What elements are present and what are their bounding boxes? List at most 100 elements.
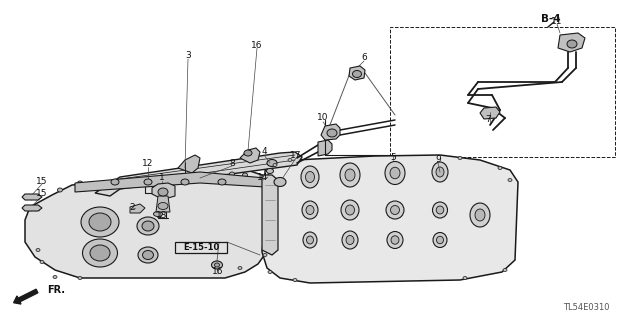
Text: 3: 3 [185, 51, 191, 61]
Text: 14: 14 [257, 173, 269, 182]
Ellipse shape [307, 236, 314, 244]
Text: 16: 16 [212, 268, 224, 277]
Text: 6: 6 [361, 54, 367, 63]
Text: 7: 7 [485, 115, 491, 124]
Text: 11: 11 [551, 17, 563, 26]
Bar [390, 27, 615, 157]
Ellipse shape [212, 174, 218, 178]
Ellipse shape [78, 277, 82, 279]
Ellipse shape [111, 179, 119, 185]
Ellipse shape [503, 269, 507, 271]
Ellipse shape [181, 179, 189, 185]
Text: 9: 9 [435, 155, 441, 165]
Ellipse shape [238, 266, 242, 270]
Ellipse shape [305, 172, 314, 182]
Ellipse shape [273, 164, 277, 167]
Ellipse shape [433, 233, 447, 248]
Text: B-4: B-4 [541, 14, 561, 24]
Ellipse shape [391, 236, 399, 244]
Polygon shape [480, 107, 500, 119]
Ellipse shape [143, 250, 154, 259]
Ellipse shape [303, 232, 317, 248]
Text: 17: 17 [291, 151, 301, 160]
Text: 2: 2 [129, 204, 135, 212]
Bar [175, 242, 227, 253]
Polygon shape [262, 175, 278, 255]
Ellipse shape [475, 209, 485, 221]
Ellipse shape [293, 278, 297, 281]
Ellipse shape [274, 177, 286, 187]
Polygon shape [318, 140, 332, 156]
Ellipse shape [498, 167, 502, 169]
Ellipse shape [218, 179, 226, 185]
FancyArrow shape [13, 289, 38, 304]
Ellipse shape [214, 263, 220, 267]
Ellipse shape [36, 249, 40, 251]
Polygon shape [262, 155, 518, 283]
Ellipse shape [138, 247, 158, 263]
Ellipse shape [432, 162, 448, 182]
Polygon shape [558, 33, 585, 52]
Ellipse shape [230, 172, 234, 176]
Ellipse shape [58, 188, 63, 192]
Polygon shape [152, 183, 175, 198]
Text: 12: 12 [142, 160, 154, 168]
Polygon shape [178, 155, 200, 173]
Text: 13: 13 [156, 211, 168, 219]
Ellipse shape [83, 239, 118, 267]
Ellipse shape [345, 169, 355, 181]
Ellipse shape [89, 213, 111, 231]
Polygon shape [22, 194, 42, 200]
Ellipse shape [263, 254, 267, 256]
Ellipse shape [306, 205, 314, 214]
Ellipse shape [301, 166, 319, 188]
Ellipse shape [436, 236, 444, 244]
Ellipse shape [53, 276, 57, 278]
Text: 15: 15 [36, 176, 48, 186]
Ellipse shape [158, 203, 168, 210]
Polygon shape [130, 204, 145, 213]
Ellipse shape [385, 161, 405, 184]
Text: 4: 4 [261, 147, 267, 157]
Polygon shape [25, 171, 272, 278]
Ellipse shape [341, 200, 359, 220]
Ellipse shape [342, 231, 358, 249]
Polygon shape [95, 152, 302, 196]
Ellipse shape [268, 271, 272, 273]
Text: 1: 1 [159, 174, 165, 182]
Text: 8: 8 [229, 159, 235, 167]
Ellipse shape [436, 167, 444, 177]
Ellipse shape [387, 232, 403, 249]
Ellipse shape [346, 235, 354, 244]
Ellipse shape [81, 207, 119, 237]
Ellipse shape [386, 201, 404, 219]
Text: 16: 16 [252, 41, 263, 49]
Polygon shape [349, 66, 365, 80]
Ellipse shape [267, 160, 277, 167]
Ellipse shape [567, 40, 577, 48]
Ellipse shape [433, 202, 447, 218]
Ellipse shape [144, 179, 152, 185]
Polygon shape [75, 172, 265, 192]
Ellipse shape [346, 205, 355, 215]
Ellipse shape [288, 159, 292, 161]
Ellipse shape [302, 201, 318, 219]
Polygon shape [156, 196, 170, 212]
Ellipse shape [390, 167, 400, 179]
Polygon shape [22, 205, 42, 211]
Text: 10: 10 [317, 114, 329, 122]
Ellipse shape [266, 168, 273, 174]
Polygon shape [240, 148, 260, 163]
Ellipse shape [40, 261, 44, 263]
Ellipse shape [470, 203, 490, 227]
Ellipse shape [353, 70, 362, 78]
Ellipse shape [154, 211, 163, 217]
Ellipse shape [436, 206, 444, 214]
Ellipse shape [340, 163, 360, 187]
Ellipse shape [508, 179, 512, 182]
Ellipse shape [90, 245, 110, 261]
Ellipse shape [77, 181, 83, 185]
Text: 5: 5 [390, 152, 396, 161]
Ellipse shape [142, 221, 154, 231]
Text: FR.: FR. [47, 285, 65, 295]
